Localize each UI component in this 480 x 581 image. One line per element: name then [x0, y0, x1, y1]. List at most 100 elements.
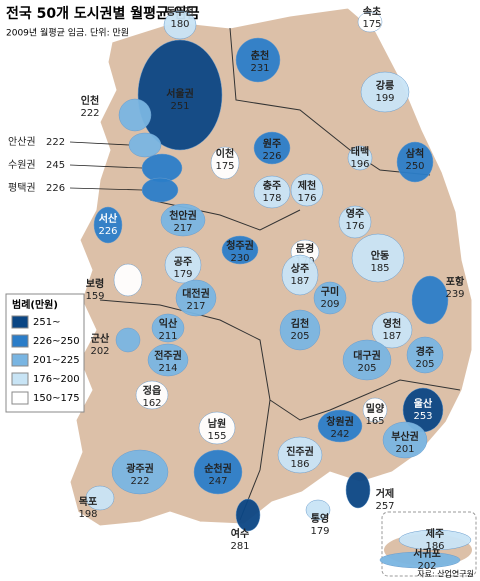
region-area: [398, 529, 472, 551]
region-value: 187: [290, 276, 309, 287]
region-value: 222: [46, 137, 65, 148]
region-area: [221, 235, 259, 265]
region-value: 176: [345, 221, 364, 232]
region-value: 245: [46, 160, 65, 171]
region-area: [193, 449, 243, 495]
legend-label: 176~200: [33, 374, 80, 385]
region-value: 205: [415, 359, 434, 370]
region-area: [357, 11, 383, 33]
region-area: [351, 233, 405, 283]
region-area: [279, 309, 321, 351]
region-name: 이천: [216, 147, 234, 160]
region-name: 천안권: [169, 209, 197, 222]
region-value: 239: [445, 289, 464, 300]
region-value: 199: [375, 93, 394, 104]
region-value: 250: [405, 161, 424, 172]
region-area: [253, 175, 291, 209]
region-area: [382, 421, 428, 459]
region-name: 대전권: [182, 287, 210, 300]
region-area: [347, 145, 373, 171]
region-value: 253: [413, 411, 432, 422]
region-area: [141, 153, 183, 183]
region-name: 포항: [446, 275, 465, 288]
region-area: [175, 279, 217, 317]
region-area: [135, 380, 169, 410]
region-area: [342, 339, 392, 381]
region-name: 상주: [291, 262, 309, 275]
leader-line: [69, 141, 130, 146]
region-area: [151, 313, 185, 343]
region-value: 202: [90, 346, 109, 357]
region-name: 전주권: [154, 349, 182, 362]
region-name: 문경: [296, 242, 314, 255]
region-area: [113, 263, 143, 297]
region-value: 201: [395, 444, 414, 455]
region-value: 187: [382, 331, 401, 342]
region-value: 155: [207, 431, 226, 442]
region-value: 281: [230, 541, 249, 552]
region-name: 충주: [263, 179, 281, 192]
region-value: 214: [158, 363, 177, 374]
region-value: 217: [186, 301, 205, 312]
region-name: 안동: [371, 249, 389, 262]
leader-line: [69, 187, 143, 191]
region-name: 대구권: [353, 349, 381, 362]
region-name: 남원: [208, 417, 226, 430]
region-value: 159: [85, 291, 104, 302]
region-value: 202: [417, 561, 436, 572]
region-area: [115, 327, 141, 353]
region-name: 영주: [346, 207, 364, 220]
region-name: 울산: [414, 397, 433, 410]
region-name: 강릉: [376, 79, 394, 92]
region-area: [277, 436, 323, 474]
region-area: [313, 281, 347, 315]
region-name: 태백: [351, 145, 369, 158]
region-name: 순천권: [204, 462, 232, 475]
region-name: 구미: [321, 285, 339, 298]
region-area: [210, 146, 240, 180]
region-area: [411, 275, 449, 325]
region-name: 서울권: [166, 87, 194, 100]
legend-label: 201~225: [33, 355, 80, 366]
source: 자료: 산업연구원: [417, 569, 474, 579]
region-area: [235, 37, 281, 83]
region-value: 226: [98, 226, 117, 237]
region-name: 제천: [298, 179, 316, 192]
region-value: 176: [297, 193, 316, 204]
region-name: 여수: [231, 527, 249, 540]
legend-swatch: [11, 353, 29, 367]
region-value: 217: [173, 223, 192, 234]
region-value: 186: [290, 459, 309, 470]
region-value: 198: [78, 509, 97, 520]
region-area: [141, 177, 179, 203]
region-name: 제주: [426, 527, 444, 540]
region-value: 175: [215, 161, 234, 172]
region-area: [163, 10, 197, 40]
region-area: [317, 409, 363, 443]
region-name: 진주권: [286, 445, 314, 458]
region-name: 익산: [159, 317, 178, 330]
subtitle: 2009년 월평균 임금. 단위: 만원: [6, 27, 129, 39]
region-value: 180: [170, 19, 189, 30]
region-name: 서귀포: [413, 547, 441, 560]
region-area: [345, 471, 371, 509]
region-name: 부산권: [391, 430, 419, 443]
region-value: 185: [370, 263, 389, 274]
leader-line: [69, 164, 143, 169]
region-name: 서산: [99, 212, 118, 225]
legend-swatch: [11, 315, 29, 329]
region-name: 통영: [311, 512, 329, 525]
region-area: [160, 203, 206, 237]
region-name: 경주: [416, 345, 434, 358]
region-name: 밀양: [366, 403, 385, 415]
region-value: 242: [330, 429, 349, 440]
region-area: [290, 173, 324, 207]
region-value: 222: [80, 108, 99, 119]
region-area: [85, 485, 115, 511]
province-border: [99, 27, 461, 521]
legend-label: 251~: [33, 317, 60, 328]
region-value: 196: [350, 159, 369, 170]
region-value: 222: [130, 476, 149, 487]
region-name: 창원권: [326, 415, 354, 428]
